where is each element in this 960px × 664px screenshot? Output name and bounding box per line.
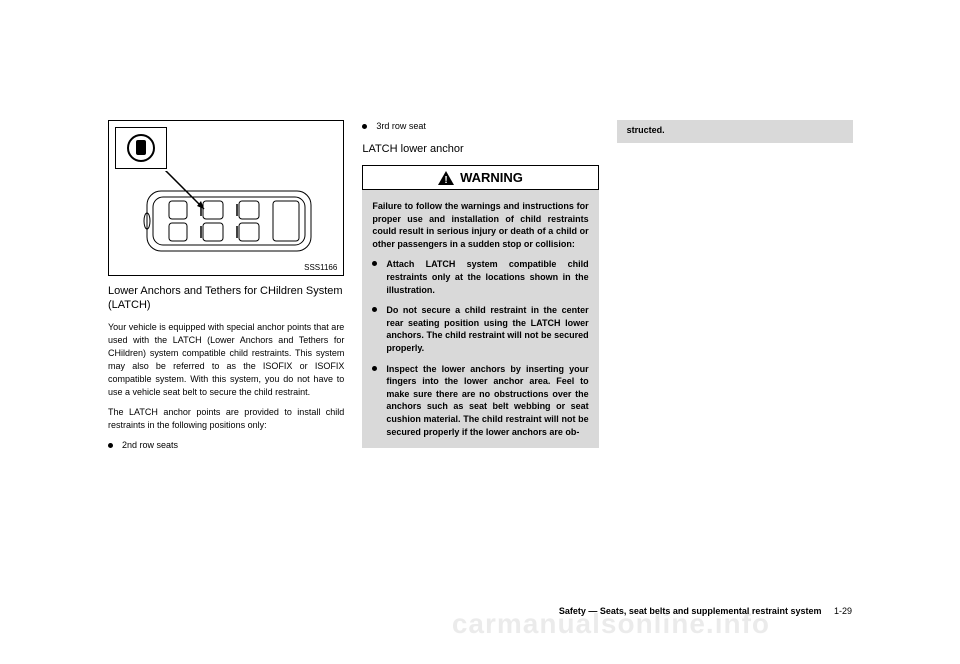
footer-section: Safety — Seats, seat belts and supplemen…: [559, 606, 822, 616]
warning-bullet-text: Inspect the lower anchors by inserting y…: [386, 363, 588, 439]
vehicle-top-view: [139, 171, 319, 266]
bullet-dot-icon: [372, 261, 377, 266]
bullet-dot-icon: [372, 366, 377, 371]
column-1: SSS1166 Lower Anchors and Tethers for CH…: [108, 120, 344, 600]
warning-box: Failure to follow the warnings and instr…: [362, 190, 598, 448]
bullet-dot-icon: [362, 124, 367, 129]
warning-bullet-3: Inspect the lower anchors by inserting y…: [372, 363, 588, 439]
page-content: SSS1166 Lower Anchors and Tethers for CH…: [108, 120, 853, 600]
latch-heading: Lower Anchors and Tethers for CHildren S…: [108, 284, 344, 313]
bullet-2nd-row: 2nd row seats: [108, 439, 344, 452]
child-seat-icon: [126, 133, 156, 163]
column-2: 3rd row seat LATCH lower anchor ! WARNIN…: [362, 120, 598, 600]
warning-intro: Failure to follow the warnings and instr…: [372, 200, 588, 250]
body-p1: Your vehicle is equipped with special an…: [108, 321, 344, 399]
bullet-text: 3rd row seat: [376, 120, 426, 133]
warning-bullet-1: Attach LATCH system compatible child res…: [372, 258, 588, 296]
warning-triangle-icon: !: [438, 171, 454, 185]
latch-lower-heading: LATCH lower anchor: [362, 143, 598, 155]
warning-bullet-text: Do not secure a child restraint in the c…: [386, 304, 588, 354]
warning-cont-text: structed.: [627, 125, 665, 135]
footer-page: 1-29: [834, 606, 852, 616]
bullet-3rd-row: 3rd row seat: [362, 120, 598, 133]
warning-header: ! WARNING: [362, 165, 598, 190]
warning-label: WARNING: [460, 170, 523, 185]
body-p2: The LATCH anchor points are provided to …: [108, 406, 344, 432]
figure-box: SSS1166: [108, 120, 344, 276]
bullet-text: 2nd row seats: [122, 439, 178, 452]
warning-bullet-text: Attach LATCH system compatible child res…: [386, 258, 588, 296]
figure-label: SSS1166: [304, 263, 337, 272]
latch-symbol-box: [115, 127, 167, 169]
bullet-dot-icon: [372, 307, 377, 312]
bullet-dot-icon: [108, 443, 113, 448]
column-3: structed.: [617, 120, 853, 600]
warning-bullet-2: Do not secure a child restraint in the c…: [372, 304, 588, 354]
warning-continuation: structed.: [617, 120, 853, 143]
page-footer: Safety — Seats, seat belts and supplemen…: [559, 606, 852, 616]
svg-text:!: !: [444, 175, 447, 185]
